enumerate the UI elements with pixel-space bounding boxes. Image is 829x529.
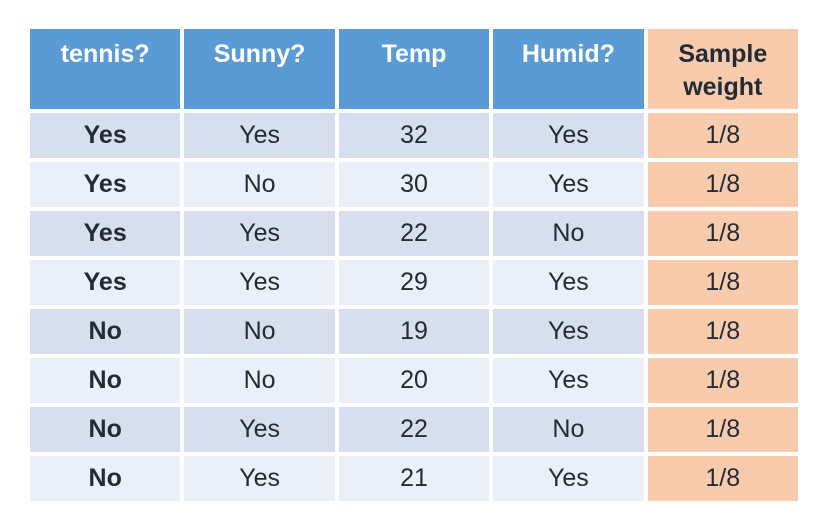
cell-humid: Yes (493, 456, 644, 501)
cell-sample-weight: 1/8 (647, 113, 798, 158)
cell-sunny: No (184, 309, 335, 354)
header-cell-sunny: Sunny? (184, 29, 335, 109)
cell-tennis: No (30, 456, 181, 501)
cell-humid: Yes (493, 358, 644, 403)
cell-sunny: Yes (184, 211, 335, 256)
cell-sample-weight: 1/8 (647, 456, 798, 501)
cell-sunny: Yes (184, 260, 335, 305)
cell-temp: 22 (338, 407, 490, 452)
cell-sample-weight: 1/8 (647, 309, 798, 354)
cell-sunny: Yes (184, 407, 335, 452)
cell-humid: Yes (493, 113, 644, 158)
cell-humid: No (493, 407, 644, 452)
header-cell-temp: Temp (338, 29, 490, 109)
cell-temp: 29 (338, 260, 490, 305)
cell-tennis: Yes (30, 211, 181, 256)
cell-sample-weight: 1/8 (647, 162, 798, 207)
header-cell-humid: Humid? (493, 29, 644, 109)
cell-sample-weight: 1/8 (647, 358, 798, 403)
cell-temp: 20 (338, 358, 490, 403)
data-table: tennis? Sunny? Temp Humid? Sample weight… (30, 29, 798, 501)
cell-temp: 19 (338, 309, 490, 354)
header-cell-tennis: tennis? (30, 29, 181, 109)
cell-sunny: No (184, 162, 335, 207)
cell-temp: 21 (338, 456, 490, 501)
cell-temp: 22 (338, 211, 490, 256)
cell-temp: 30 (338, 162, 490, 207)
cell-tennis: No (30, 358, 181, 403)
cell-temp: 32 (338, 113, 490, 158)
cell-sample-weight: 1/8 (647, 211, 798, 256)
cell-humid: Yes (493, 260, 644, 305)
cell-sample-weight: 1/8 (647, 407, 798, 452)
cell-humid: Yes (493, 162, 644, 207)
cell-sunny: Yes (184, 456, 335, 501)
cell-sunny: No (184, 358, 335, 403)
cell-tennis: Yes (30, 162, 181, 207)
cell-tennis: Yes (30, 113, 181, 158)
cell-humid: Yes (493, 309, 644, 354)
cell-tennis: Yes (30, 260, 181, 305)
cell-humid: No (493, 211, 644, 256)
header-cell-sample-weight: Sample weight (647, 29, 798, 109)
cell-tennis: No (30, 407, 181, 452)
cell-tennis: No (30, 309, 181, 354)
cell-sample-weight: 1/8 (647, 260, 798, 305)
cell-sunny: Yes (184, 113, 335, 158)
